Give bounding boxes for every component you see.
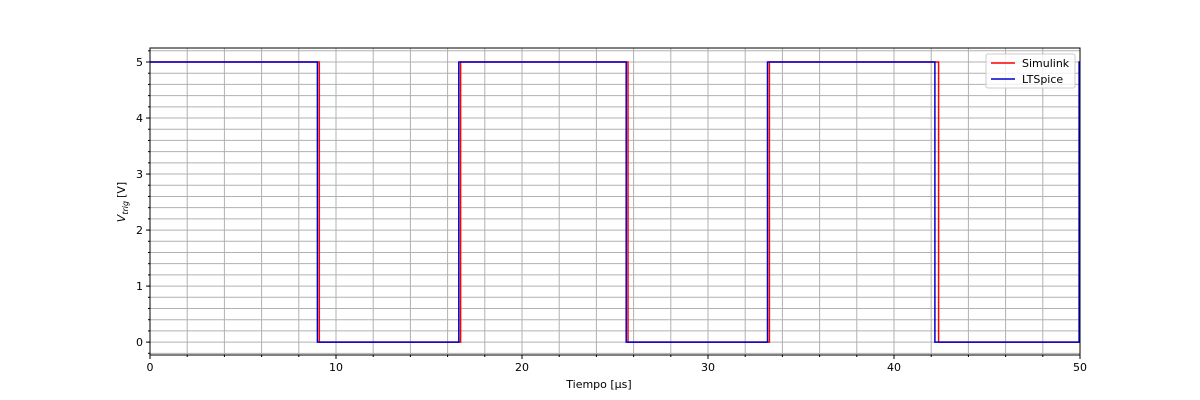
y-axis-label: Vtrig [V] (115, 182, 130, 222)
legend-label-ltspice: LTSpice (1022, 73, 1063, 86)
y-axis-label-subscript: trig (121, 201, 130, 215)
y-axis-label-base: V (115, 213, 128, 222)
x-tick-label: 40 (887, 361, 901, 374)
y-tick-label: 2 (136, 224, 143, 237)
tick-layer: 0 10 20 30 40 50 0 1 2 3 4 5 (136, 50, 1087, 374)
legend: Simulink LTSpice (985, 53, 1076, 89)
series-line-simulink (150, 61, 1080, 343)
y-tick-label: 1 (136, 280, 143, 293)
x-tick-label: 0 (147, 361, 154, 374)
x-tick-label: 50 (1073, 361, 1087, 374)
x-axis-label: Tiempo [μs] (565, 378, 631, 391)
y-tick-label: 4 (136, 112, 143, 125)
y-tick-label: 5 (136, 56, 143, 69)
legend-label-simulink: Simulink (1022, 57, 1070, 70)
x-tick-label: 10 (329, 361, 343, 374)
grid (149, 48, 1081, 355)
series-line-ltspice (150, 61, 1080, 343)
x-tick-label: 30 (701, 361, 715, 374)
series-layer (150, 61, 1080, 343)
y-tick-label: 0 (136, 336, 143, 349)
y-tick-label: 3 (136, 168, 143, 181)
x-tick-label: 20 (515, 361, 529, 374)
plot-frame (149, 47, 1081, 356)
y-axis-label-unit: [V] (115, 182, 128, 198)
